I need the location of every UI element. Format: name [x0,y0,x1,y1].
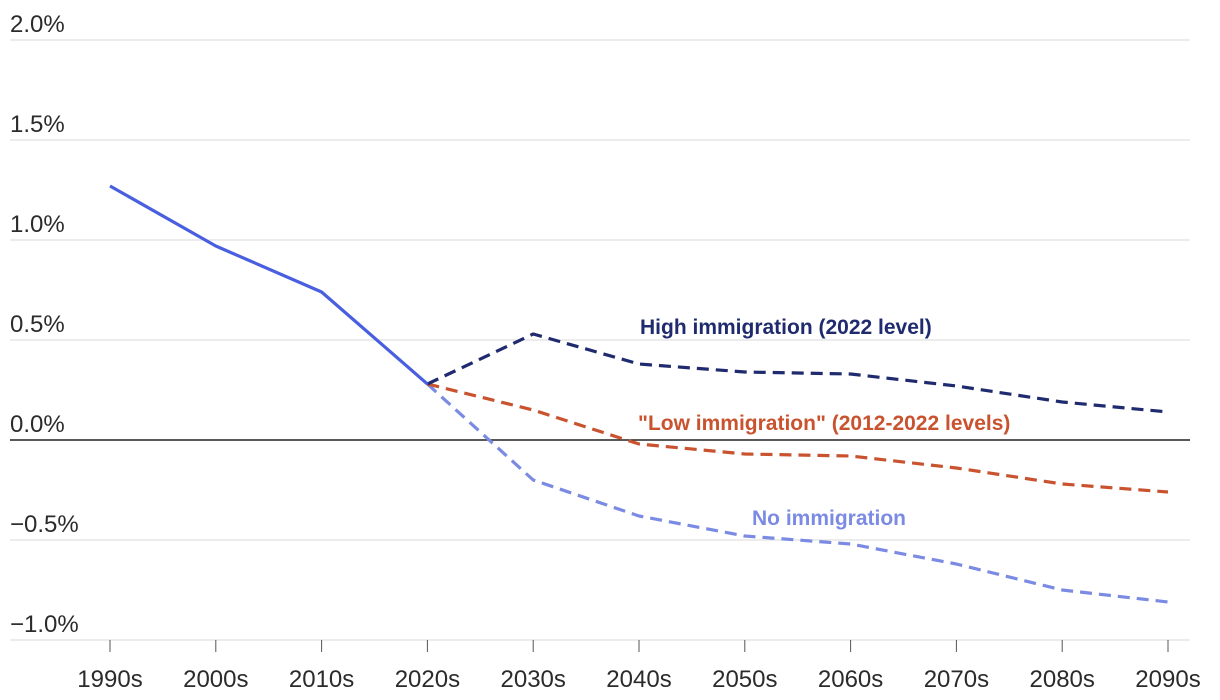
x-tick-label: 2010s [289,666,354,693]
x-tick-label: 1990s [77,666,142,693]
series-line-historical [109,184,429,386]
label-no-immigration: No immigration [752,507,906,530]
y-tick-label: −0.5% [10,511,79,538]
y-tick-label: 0.5% [10,311,65,338]
y-tick-label: 2.0% [10,11,65,38]
series-line-high-immigration-2022-level [426,332,1169,414]
y-tick-label: 1.0% [10,211,65,238]
x-tick-label: 2000s [183,666,248,693]
x-tick-label: 2040s [606,666,671,693]
series-line-no-immigration [426,382,1169,604]
series-line-low-immigration-2012-2022-levels [427,382,1169,494]
y-tick-label: 0.0% [10,411,65,438]
x-tick-label: 2060s [818,666,883,693]
label-high-immigration: High immigration (2022 level) [640,316,932,339]
x-tick-label: 2080s [1030,666,1095,693]
series-lines [109,184,1169,604]
x-axis: 1990s 2000s 2010s 2020s 2030s 2040s 2050s 2060s… [10,639,1201,693]
y-axis-tick-labels: 2.0% 1.5% 1.0% 0.5% 0.0% −0.5% −1.0% [10,11,79,638]
x-tick-label: 2020s [395,666,460,693]
label-low-immigration: "Low immigration" (2012-2022 levels) [638,412,1010,435]
x-tick-label: 2050s [712,666,777,693]
y-tick-label: 1.5% [10,111,65,138]
gridlines [10,39,1190,641]
x-tick-label: 2070s [924,666,989,693]
y-tick-label: −1.0% [10,611,79,638]
x-tick-label: 2090s [1135,666,1200,693]
x-tick-label: 2030s [501,666,566,693]
